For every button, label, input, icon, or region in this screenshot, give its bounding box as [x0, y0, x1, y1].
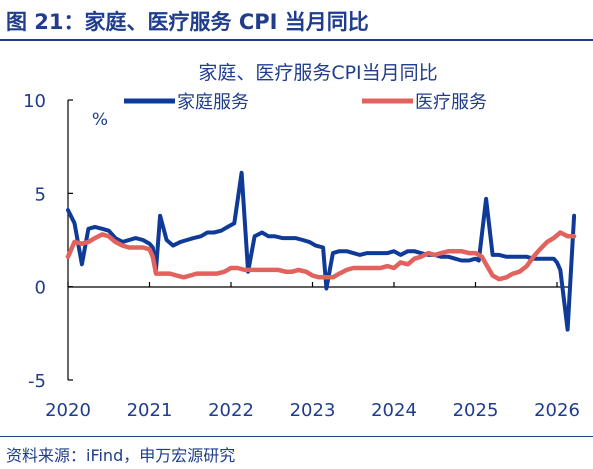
x-tick-label: 2025	[453, 400, 499, 421]
series-line-medical	[65, 230, 577, 282]
y-tick-label: 10	[23, 91, 46, 112]
source-note: 资料来源：iFind，申万宏源研究	[6, 446, 236, 465]
figure-header: 图 21：家庭、医疗服务 CPI 当月同比	[0, 0, 593, 41]
series-lines	[65, 170, 577, 332]
x-tick-label: 2020	[45, 400, 91, 421]
x-tick-label: 2026	[534, 400, 580, 421]
y-tick-label: -5	[28, 371, 46, 392]
source-rule	[0, 436, 593, 437]
x-tick-label: 2022	[208, 400, 254, 421]
y-tick-label: 5	[35, 184, 46, 205]
series-line-home	[66, 170, 577, 332]
chart-title: 家庭、医疗服务CPI当月同比	[198, 62, 437, 84]
y-tick-label: 0	[35, 278, 46, 299]
x-tick-label: 2024	[371, 400, 417, 421]
legend-label-home: 家庭服务	[177, 92, 249, 113]
unit-label: %	[92, 110, 108, 130]
legend-label-medical: 医疗服务	[415, 92, 487, 113]
title-rule	[0, 39, 593, 41]
x-tick-label: 2021	[127, 400, 173, 421]
x-axis: 2020 2021 2022 2023 2024 2025 2026	[45, 282, 580, 421]
y-axis: 10 5 0 -5	[23, 91, 73, 392]
figure-title: 图 21：家庭、医疗服务 CPI 当月同比	[6, 10, 369, 34]
x-tick-label: 2023	[290, 400, 336, 421]
